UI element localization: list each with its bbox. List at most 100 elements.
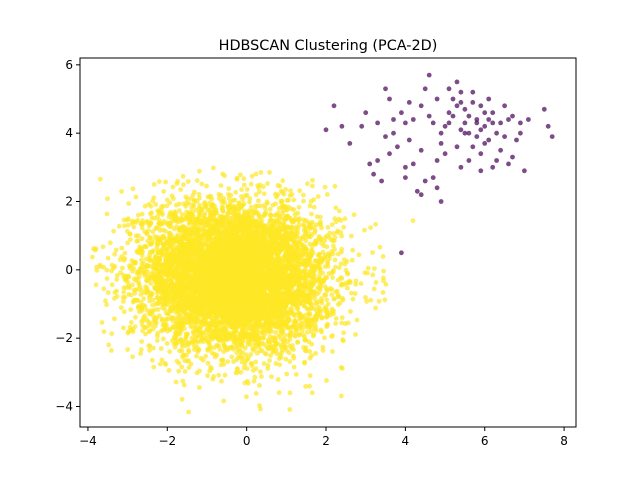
data-point <box>242 362 248 367</box>
data-point <box>332 183 338 189</box>
data-point <box>132 290 138 296</box>
data-point <box>335 251 341 257</box>
data-point <box>241 176 247 182</box>
data-point <box>288 188 293 194</box>
data-point <box>304 329 310 335</box>
data-point <box>331 308 336 314</box>
data-point <box>310 183 315 189</box>
data-point <box>331 243 336 249</box>
data-point <box>253 366 259 372</box>
data-point <box>268 212 274 218</box>
data-point <box>104 302 109 308</box>
data-point <box>324 297 330 303</box>
data-point <box>153 323 158 329</box>
data-point <box>150 345 156 351</box>
data-point <box>307 349 313 354</box>
data-point <box>225 359 231 365</box>
data-point <box>106 342 112 348</box>
data-point <box>179 212 185 217</box>
data-point <box>289 192 295 198</box>
data-point <box>249 361 255 366</box>
data-point <box>132 324 138 329</box>
data-point <box>159 357 165 363</box>
data-point <box>339 315 345 321</box>
data-point <box>267 358 272 363</box>
data-point <box>324 378 329 383</box>
data-point <box>261 361 267 366</box>
data-point <box>101 329 107 334</box>
data-point <box>93 282 99 288</box>
data-point <box>320 249 326 255</box>
data-point <box>161 189 167 194</box>
data-point <box>342 216 348 222</box>
data-point <box>341 338 346 344</box>
data-point <box>336 294 341 299</box>
data-point <box>154 338 160 343</box>
data-point <box>114 272 120 278</box>
data-point <box>196 191 202 197</box>
data-point <box>247 199 252 205</box>
data-point <box>161 233 167 239</box>
data-point <box>370 272 376 278</box>
data-point <box>283 356 289 362</box>
data-point <box>257 189 262 195</box>
data-point <box>101 286 107 292</box>
data-point <box>118 305 124 310</box>
data-point <box>329 287 335 292</box>
data-point <box>143 244 149 250</box>
data-point <box>364 299 369 304</box>
data-point <box>222 372 228 378</box>
data-point <box>164 197 170 203</box>
data-point <box>337 265 342 270</box>
data-point <box>335 228 341 234</box>
data-point <box>353 278 359 284</box>
data-point <box>334 288 340 294</box>
data-point <box>125 222 131 228</box>
data-point <box>138 351 144 356</box>
data-point <box>164 341 170 346</box>
data-point <box>148 281 154 286</box>
data-point <box>258 369 263 375</box>
data-point <box>179 256 185 261</box>
data-point <box>301 192 306 198</box>
data-point <box>233 189 239 195</box>
data-point <box>341 257 347 263</box>
data-point <box>373 280 379 285</box>
data-point <box>281 191 287 197</box>
data-point <box>127 237 133 243</box>
data-point <box>253 192 259 198</box>
data-point <box>253 391 259 396</box>
data-point <box>90 254 95 260</box>
data-point <box>153 317 159 322</box>
data-point <box>241 182 247 188</box>
data-point <box>211 351 217 357</box>
data-point <box>138 347 144 353</box>
data-point <box>122 223 127 229</box>
data-point <box>350 247 356 253</box>
data-point <box>315 194 321 200</box>
data-point <box>147 253 152 258</box>
data-point <box>122 250 128 256</box>
data-point <box>354 317 360 323</box>
data-point <box>279 347 285 353</box>
data-point <box>333 264 338 270</box>
data-point <box>253 203 259 209</box>
data-point <box>219 199 225 205</box>
data-point <box>126 201 132 207</box>
data-point <box>125 347 130 352</box>
data-point <box>251 378 257 384</box>
data-point <box>299 328 305 333</box>
data-point <box>162 360 168 366</box>
data-point <box>244 394 249 400</box>
data-point <box>188 361 194 367</box>
data-point <box>150 229 156 235</box>
data-point <box>163 179 169 185</box>
data-point <box>219 378 224 384</box>
data-point <box>325 192 330 197</box>
data-point <box>329 222 335 228</box>
data-point <box>112 251 117 257</box>
data-point <box>284 323 290 329</box>
data-point <box>94 264 99 270</box>
data-point <box>121 309 127 315</box>
